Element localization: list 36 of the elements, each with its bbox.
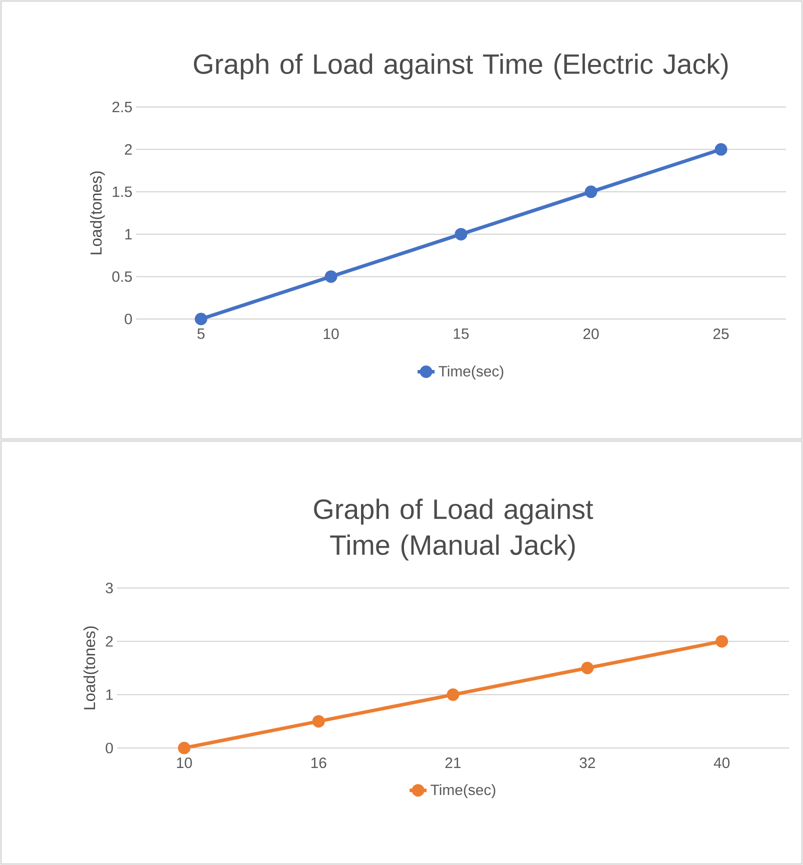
x-tick-label: 40	[714, 758, 730, 768]
y-tick-label: 2.5	[112, 102, 132, 112]
y-tick-label: 0	[106, 742, 113, 754]
legend-label: Time(sec)	[430, 784, 496, 798]
chart-title: Graph of Load against Time (Electric Jack)	[194, 54, 728, 80]
y-tick-label: 3	[106, 582, 113, 594]
point	[581, 662, 594, 674]
x-tick-label: 32	[580, 758, 595, 768]
x-tick-label: 20	[583, 328, 599, 340]
y-tick-label: 2	[124, 144, 132, 155]
y-tick-label: 2	[106, 636, 113, 647]
y-tick-label: 1.5	[112, 186, 132, 198]
x-tick-label: 25	[713, 328, 729, 340]
y-tick-label: 0.5	[112, 271, 132, 282]
x-tick-label: 16	[311, 758, 326, 768]
point	[714, 143, 728, 156]
legend-label: Time(sec)	[438, 366, 504, 380]
y-axis-title: Load(tones)	[83, 626, 98, 710]
chart-title: Graph of Load against Time (Manual Jack)	[314, 498, 594, 561]
x-tick-label: 10	[324, 328, 339, 340]
point	[446, 688, 460, 701]
y-tick-label: 0	[124, 314, 132, 324]
y-tick-label: 1	[125, 229, 132, 240]
x-tick-label: 21	[445, 758, 461, 768]
point	[584, 186, 598, 198]
point	[178, 742, 190, 754]
x-tick-label: 5	[197, 328, 205, 339]
point	[716, 635, 728, 648]
y-tick-label: 1	[106, 690, 113, 700]
point	[324, 270, 338, 283]
x-tick-label: 10	[177, 758, 192, 768]
x-tick-label: 15	[454, 328, 469, 339]
point	[312, 715, 325, 728]
point	[454, 228, 468, 240]
point	[194, 312, 208, 326]
y-axis-title: Load(tones)	[90, 171, 105, 254]
